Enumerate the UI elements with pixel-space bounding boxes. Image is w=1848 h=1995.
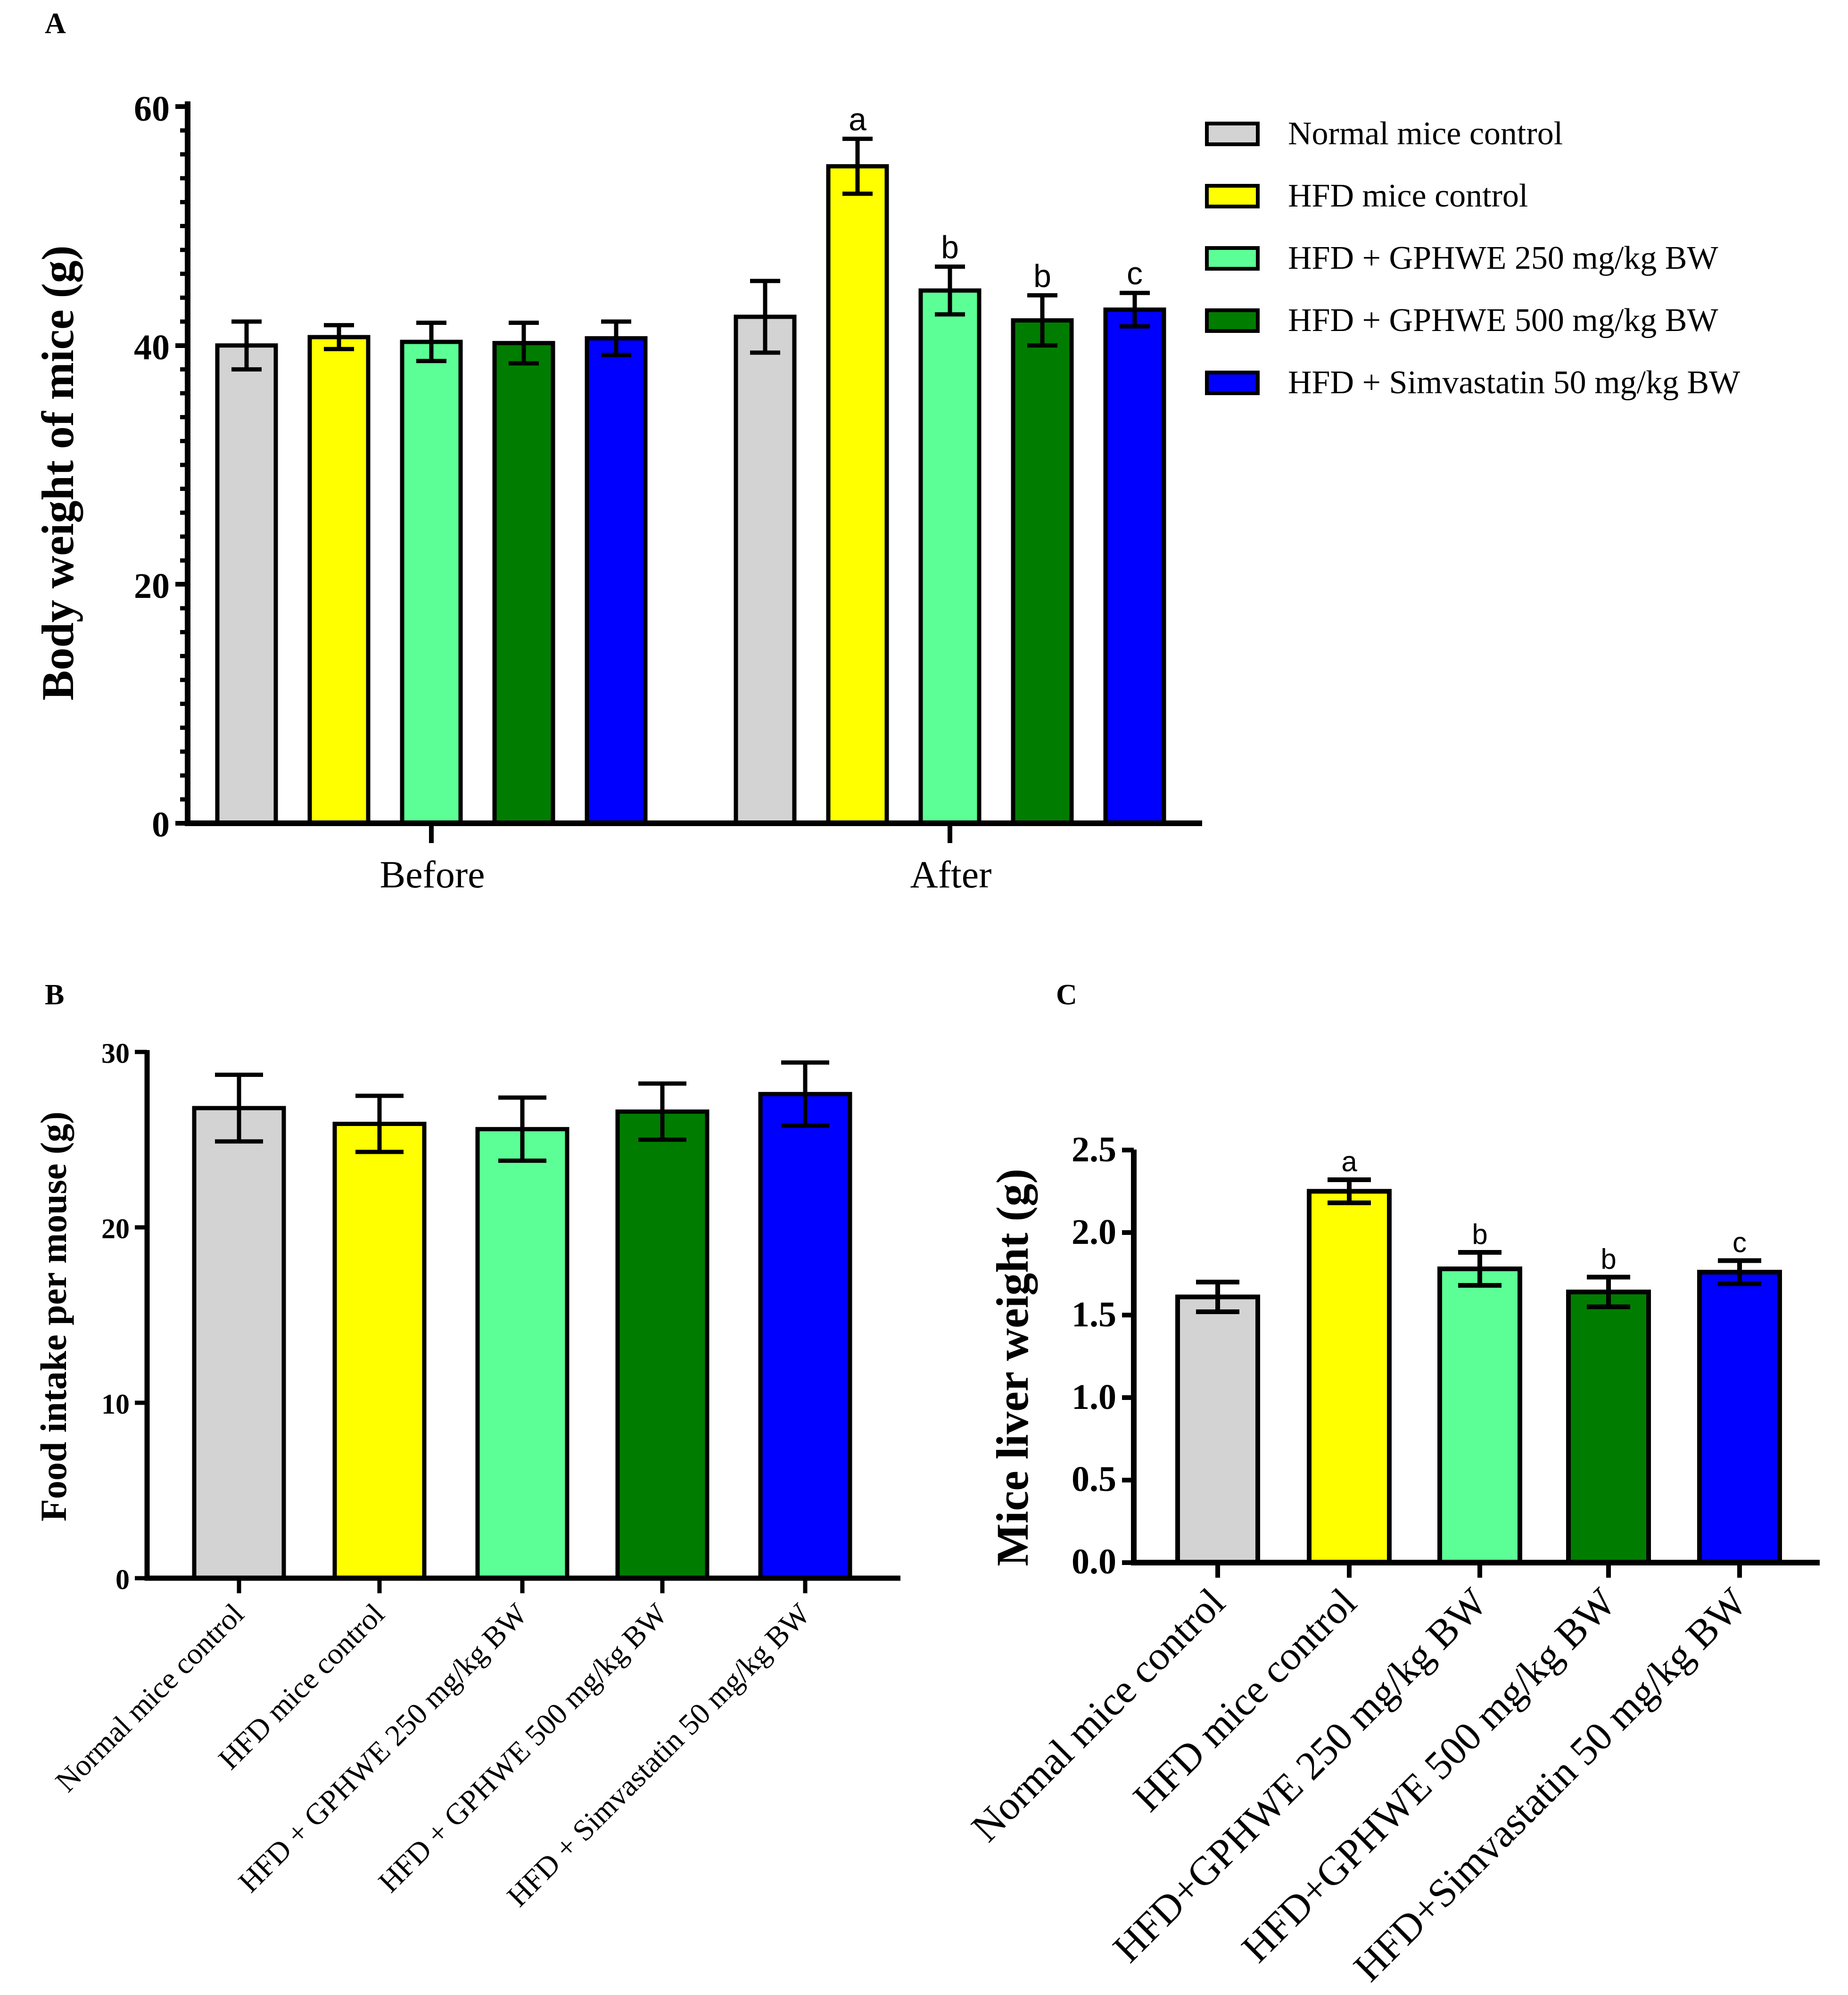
panel-a-y-tick-label: 60 xyxy=(134,89,170,129)
legend-label: HFD + Simvastatin 50 mg/kg BW xyxy=(1288,364,1740,401)
panel-c-x-label: Normal mice control xyxy=(963,1580,1233,1850)
panel-c-bar xyxy=(1307,1189,1392,1565)
panel-b-bar xyxy=(192,1106,286,1581)
panel-b-y-tick-label: 0 xyxy=(116,1564,130,1595)
panel-c-axes xyxy=(1122,1148,1820,1565)
panel-c-y-tick-label: 2.0 xyxy=(1072,1212,1116,1252)
panel-c-bar xyxy=(1566,1290,1651,1565)
panel-a-y-tick-label: 0 xyxy=(152,805,170,844)
panel-b-letter: B xyxy=(45,979,64,1011)
panel-a-bar xyxy=(1011,318,1074,826)
panel-a-y-tick-label: 20 xyxy=(134,566,170,606)
panel-a-bar xyxy=(826,164,889,826)
legend-item-gphwe-250: HFD + GPHWE 250 mg/kg BW xyxy=(1205,240,1718,276)
panel-a-y-axis-label: Body weight of mice (g) xyxy=(33,245,83,700)
panel-b: B Food intake per mouse (g) 0 10 20 30 N… xyxy=(33,979,900,1913)
panel-b-y-axis-label: Food intake per mouse (g) xyxy=(33,1111,74,1522)
panel-c-y-tick-label: 0.0 xyxy=(1072,1542,1116,1581)
panel-c-significance-label: b xyxy=(1472,1218,1487,1250)
panel-a-bars: a b b c xyxy=(215,101,1166,826)
panel-c-significance-label: b xyxy=(1600,1243,1616,1275)
legend-item-simvastatin: HFD + Simvastatin 50 mg/kg BW xyxy=(1205,364,1740,401)
panel-b-bar xyxy=(332,1122,427,1581)
panel-b-x-label: HFD + GPHWE 250 mg/kg BW xyxy=(232,1597,534,1899)
panel-a-significance-label: c xyxy=(1127,256,1143,291)
panel-a-bar xyxy=(585,336,648,826)
legend-swatch xyxy=(1205,308,1260,333)
panel-a-bar xyxy=(1103,307,1166,826)
legend-label: HFD mice control xyxy=(1288,178,1528,214)
panel-b-x-label: HFD + Simvastatin 50 mg/kg BW xyxy=(501,1597,817,1913)
legend-label: Normal mice control xyxy=(1288,116,1563,152)
panel-c-y-tick-label: 1.5 xyxy=(1072,1295,1116,1334)
panel-b-y-tick-labels: 0 10 20 30 xyxy=(101,1038,130,1595)
panel-c-bars: a b b c xyxy=(1175,1146,1782,1578)
panel-a-axes xyxy=(175,101,1202,843)
panel-c-x-label: HFD mice control xyxy=(1124,1580,1365,1820)
panel-a-significance-label: b xyxy=(1033,258,1051,294)
panel-a-letter: A xyxy=(45,8,66,40)
panel-a-significance-label: b xyxy=(941,229,959,265)
panel-b-y-tick-label: 10 xyxy=(101,1389,130,1420)
panel-c-significance-label: c xyxy=(1732,1227,1747,1258)
panel-a-bar xyxy=(492,341,555,826)
legend-item-gphwe-500: HFD + GPHWE 500 mg/kg BW xyxy=(1205,302,1718,339)
panel-a-bar xyxy=(400,339,463,826)
panel-a: A Body weight of mice (g) 0 20 40 60 a b b… xyxy=(33,8,1740,896)
panel-b-x-label: HFD + GPHWE 500 mg/kg BW xyxy=(372,1597,674,1899)
panel-a-y-tick-label: 40 xyxy=(134,328,170,367)
panel-c-bar xyxy=(1175,1294,1260,1565)
panel-c-y-tick-label: 1.0 xyxy=(1072,1377,1116,1417)
panel-c-significance-label: a xyxy=(1341,1146,1357,1177)
panel-c-y-tick-label: 0.5 xyxy=(1072,1459,1116,1499)
panel-a-x-label-before: Before xyxy=(380,853,485,896)
legend-swatch xyxy=(1205,371,1260,395)
panel-a-significance-label: a xyxy=(849,101,866,137)
panel-a-x-label-after: After xyxy=(910,853,991,896)
panel-c-bar xyxy=(1437,1267,1522,1565)
panel-c-y-tick-label: 2.5 xyxy=(1072,1130,1116,1169)
legend-swatch xyxy=(1205,184,1260,208)
panel-a-bar xyxy=(215,343,278,826)
panel-a-y-tick-labels: 0 20 40 60 xyxy=(134,89,170,844)
panel-c-bar xyxy=(1697,1270,1782,1565)
panel-b-x-label: Normal mice control xyxy=(49,1597,250,1798)
panel-a-bar xyxy=(918,288,982,826)
legend-label: HFD + GPHWE 500 mg/kg BW xyxy=(1288,302,1718,339)
panel-c: C Mice liver weight (g) 0.0 0.5 1.0 1.5 … xyxy=(963,979,1820,1990)
panel-a-bar xyxy=(734,315,797,826)
panel-b-bars xyxy=(192,1060,852,1593)
panel-c-letter: C xyxy=(1056,979,1077,1011)
legend-swatch xyxy=(1205,122,1260,146)
panel-b-bar xyxy=(615,1109,710,1581)
panel-b-bar xyxy=(758,1092,852,1581)
panel-b-y-tick-label: 20 xyxy=(101,1213,130,1244)
legend-item-normal: Normal mice control xyxy=(1205,116,1563,152)
panel-b-y-tick-label: 30 xyxy=(101,1038,130,1069)
panel-a-bar xyxy=(307,335,371,826)
legend: Normal mice control HFD mice control HFD… xyxy=(1205,116,1740,401)
legend-swatch xyxy=(1205,246,1260,271)
panel-c-y-tick-labels: 0.0 0.5 1.0 1.5 2.0 2.5 xyxy=(1072,1130,1116,1581)
panel-b-axes xyxy=(135,1050,900,1581)
legend-label: HFD + GPHWE 250 mg/kg BW xyxy=(1288,240,1718,276)
panel-b-bar xyxy=(475,1127,569,1581)
legend-item-hfd: HFD mice control xyxy=(1205,178,1528,214)
panel-c-y-axis-label: Mice liver weight (g) xyxy=(987,1168,1038,1566)
